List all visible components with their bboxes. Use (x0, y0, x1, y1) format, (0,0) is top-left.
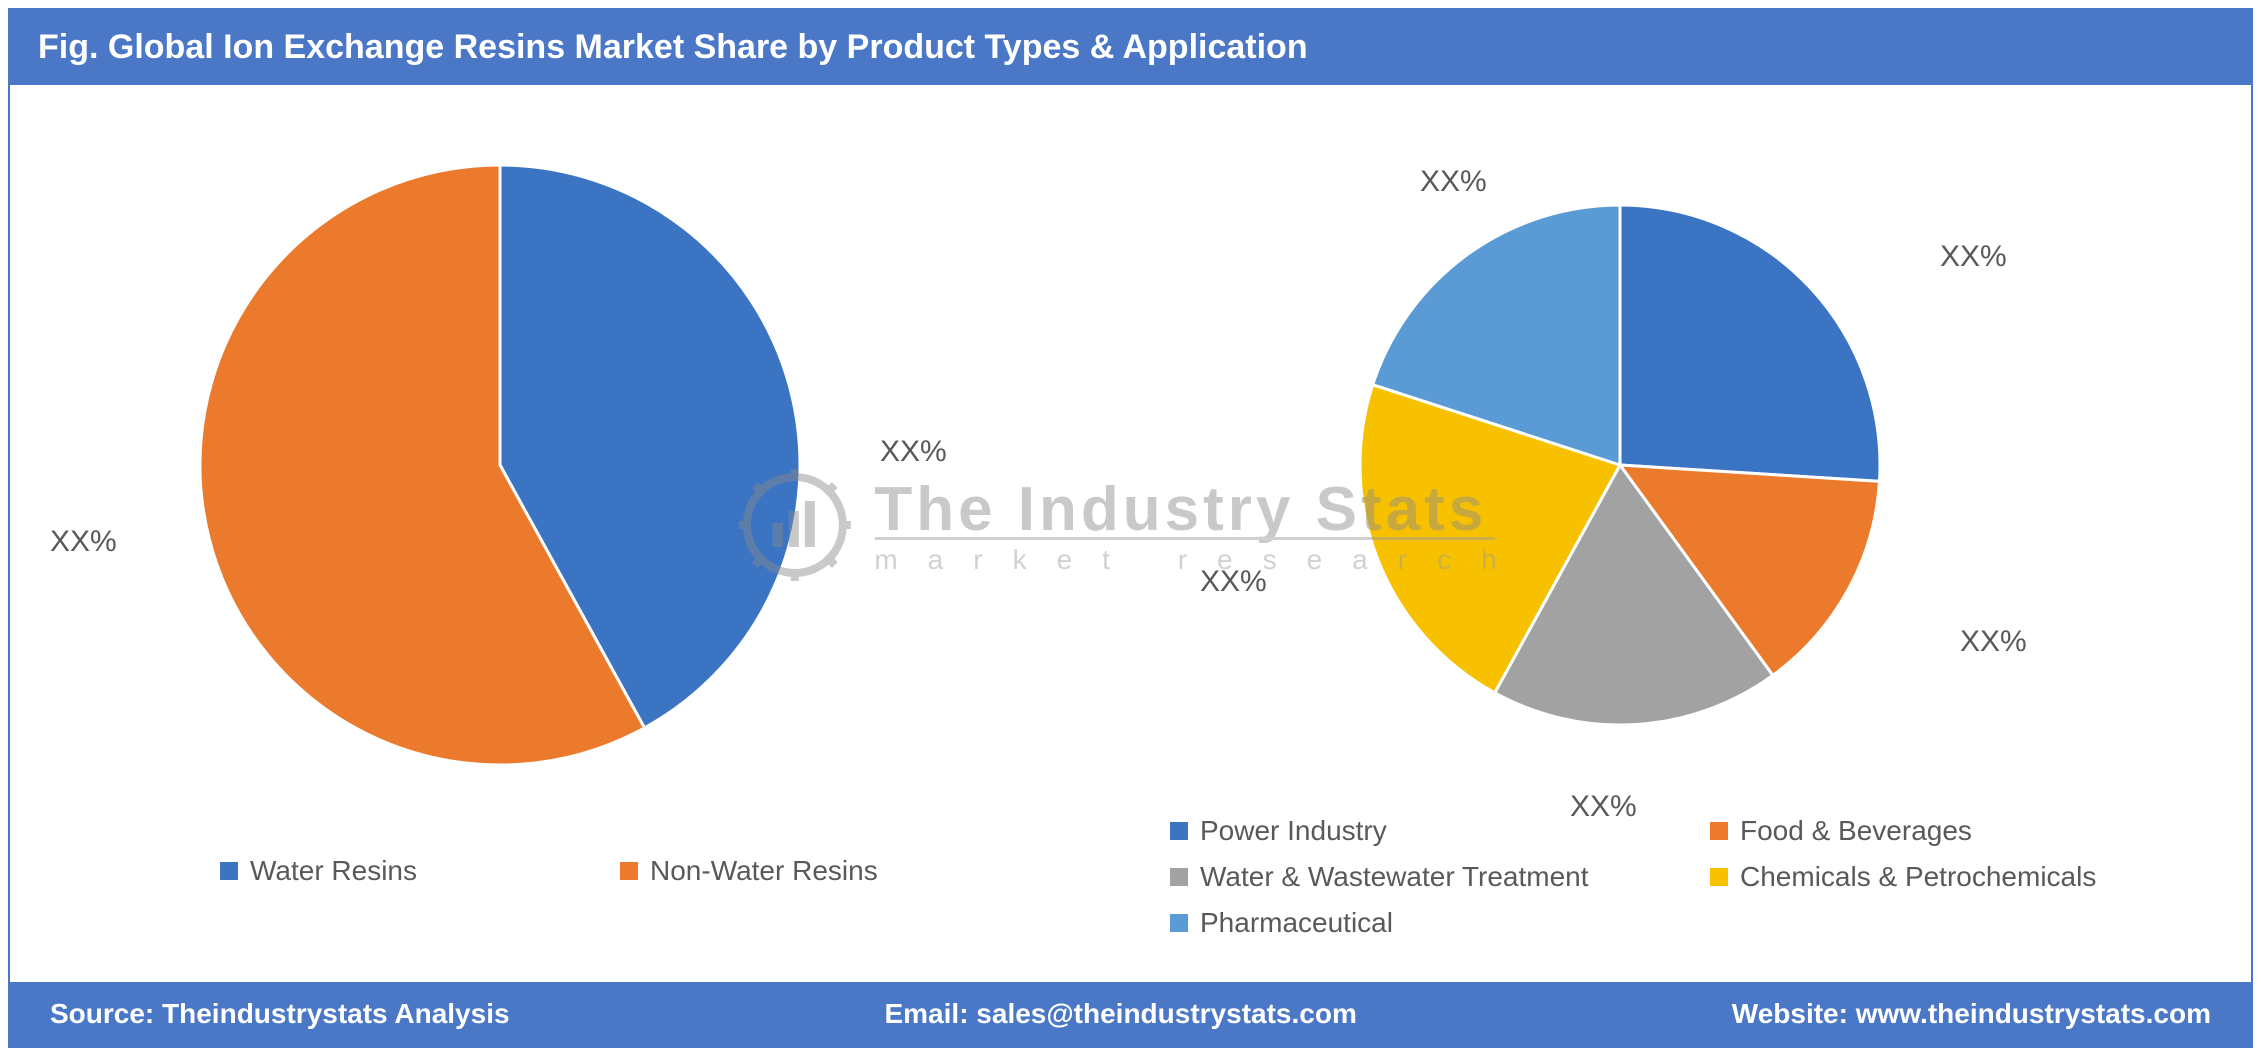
pie-slice-label: XX% (50, 525, 117, 559)
pie-slice-label: XX% (880, 435, 947, 469)
pie-slice-label: XX% (1960, 625, 2027, 659)
legend-label: Chemicals & Petrochemicals (1740, 861, 2096, 893)
footer-email: Email: sales@theindustrystats.com (884, 998, 1356, 1030)
legend-label: Food & Beverages (1740, 815, 1972, 847)
legend-swatch (1710, 822, 1728, 840)
figure-title: Fig. Global Ion Exchange Resins Market S… (38, 28, 1308, 66)
legend-item: Food & Beverages (1710, 815, 2130, 847)
legend-swatch (1170, 822, 1188, 840)
legend-item: Water Resins (220, 855, 480, 887)
legend-swatch (1170, 914, 1188, 932)
pie-chart-application (1340, 185, 1900, 745)
footer-website: Website: www.theindustrystats.com (1732, 998, 2211, 1030)
legend-label: Water Resins (250, 855, 417, 887)
legend-swatch (220, 862, 238, 880)
figure-frame: Fig. Global Ion Exchange Resins Market S… (8, 8, 2253, 1048)
legend-label: Power Industry (1200, 815, 1387, 847)
legend-item: Chemicals & Petrochemicals (1710, 861, 2130, 893)
pie-chart-product-types (180, 145, 820, 785)
legend-swatch (620, 862, 638, 880)
legend-swatch (1710, 868, 1728, 886)
footer-bar: Source: Theindustrystats Analysis Email:… (10, 982, 2251, 1046)
chart-area: The Industry Stats market research XX%XX… (10, 85, 2251, 965)
legend-swatch (1170, 868, 1188, 886)
pie-slice (1620, 205, 1880, 481)
legend-item: Non-Water Resins (620, 855, 880, 887)
pie-slice-label: XX% (1200, 565, 1267, 599)
title-bar: Fig. Global Ion Exchange Resins Market S… (10, 10, 2251, 85)
legend-label: Non-Water Resins (650, 855, 878, 887)
legend-item: Water & Wastewater Treatment (1170, 861, 1590, 893)
legend-label: Pharmaceutical (1200, 907, 1393, 939)
legend-item: Power Industry (1170, 815, 1590, 847)
pie-slice-label: XX% (1420, 165, 1487, 199)
legend-product-types: Water Resins Non-Water Resins (220, 855, 920, 887)
footer-source: Source: Theindustrystats Analysis (50, 998, 510, 1030)
legend-application: Power Industry Food & Beverages Water & Wa… (1170, 815, 2220, 939)
legend-item: Pharmaceutical (1170, 907, 1590, 939)
pie-slice-label: XX% (1940, 240, 2007, 274)
legend-label: Water & Wastewater Treatment (1200, 861, 1589, 893)
